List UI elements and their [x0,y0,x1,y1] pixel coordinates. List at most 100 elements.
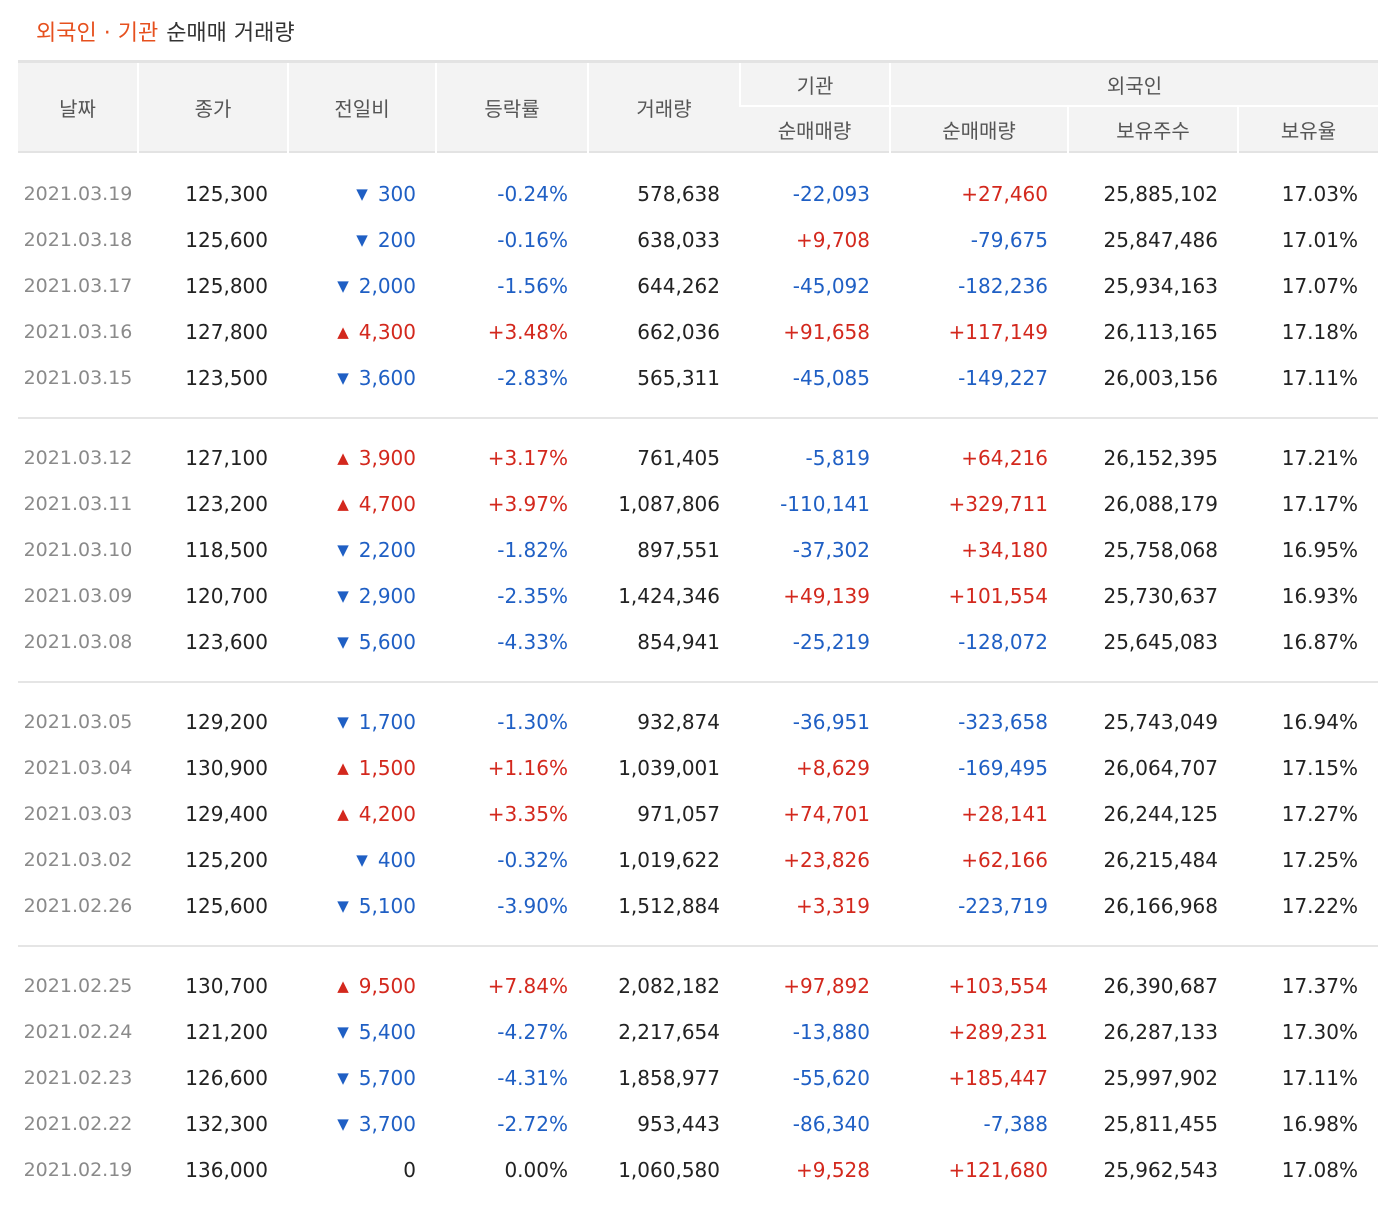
cell-volume: 1,512,884 [618,894,720,918]
cell-rate: 0.00% [504,1158,568,1182]
cell-institution-net: -110,141 [780,492,870,516]
cell-foreign-ratio: 17.30% [1281,1020,1358,1044]
cell-change: 0 [288,1147,436,1193]
change-value: 5,400 [358,1020,416,1044]
cell-change: ▲ 9,500 [288,963,436,1009]
header-rate: 등락률 [435,61,588,152]
row-spacer [18,417,1378,435]
cell-foreign-holdings: 26,166,968 [1103,894,1218,918]
cell-foreign-ratio: 16.87% [1281,630,1358,654]
cell-close: 130,900 [185,756,268,780]
header-change: 전일비 [287,61,436,152]
triangle-down-icon: ▼ [356,185,368,203]
cell-institution-net: -5,819 [805,446,870,470]
table-row: 2021.02.23 126,600 ▼ 5,700 -4.31% 1,858,977 -5… [18,1055,1378,1101]
cell-change: ▼ 300 [288,171,436,217]
cell-foreign-ratio: 17.21% [1281,446,1358,470]
cell-date: 2021.03.12 [23,447,133,469]
table-row: 2021.03.12 127,100 ▲ 3,900 +3.17% 761,405 -5,8… [18,435,1378,481]
cell-volume: 1,039,001 [618,756,720,780]
cell-institution-net: -13,880 [792,1020,870,1044]
cell-change: ▼ 3,700 [288,1101,436,1147]
table-row: 2021.03.10 118,500 ▼ 2,200 -1.82% 897,551 -37,… [18,527,1378,573]
cell-rate: +3.48% [487,320,568,344]
cell-date: 2021.03.04 [23,757,133,779]
cell-date: 2021.03.03 [23,803,133,825]
cell-volume: 854,941 [637,630,720,654]
cell-foreign-net: -323,658 [958,710,1048,734]
cell-close: 121,200 [185,1020,268,1044]
cell-rate: +3.17% [487,446,568,470]
cell-foreign-ratio: 16.98% [1281,1112,1358,1136]
cell-institution-net: -45,092 [792,274,870,298]
cell-institution-net: +74,701 [783,802,870,826]
triangle-up-icon: ▲ [337,495,349,513]
cell-institution-net: +49,139 [783,584,870,608]
cell-close: 123,600 [185,630,268,654]
cell-foreign-ratio: 17.07% [1281,274,1358,298]
net-trading-table: 날짜 종가 전일비 등락률 거래량 기관 외국인 순매매량 순매매량 보유주수 … [18,60,1378,1211]
cell-foreign-ratio: 17.25% [1281,848,1358,872]
table-row: 2021.03.08 123,600 ▼ 5,600 -4.33% 854,941 -25,… [18,619,1378,665]
cell-close: 123,500 [185,366,268,390]
cell-volume: 2,217,654 [618,1020,720,1044]
cell-volume: 578,638 [637,182,720,206]
section-title-rest: 순매매 거래량 [166,21,295,46]
cell-foreign-ratio: 17.03% [1281,182,1358,206]
cell-close: 132,300 [185,1112,268,1136]
triangle-down-icon: ▼ [337,1115,349,1133]
header-date: 날짜 [18,61,138,152]
cell-foreign-net: +289,231 [948,1020,1048,1044]
table-row: 2021.02.26 125,600 ▼ 5,100 -3.90% 1,512,884 +3… [18,883,1378,929]
triangle-down-icon: ▼ [337,1023,349,1041]
header-foreign-holdings: 보유주수 [1067,105,1238,152]
cell-close: 125,600 [185,228,268,252]
cell-date: 2021.03.08 [23,631,133,653]
triangle-down-icon: ▼ [337,897,349,915]
table-row: 2021.03.02 125,200 ▼ 400 -0.32% 1,019,622 +23,… [18,837,1378,883]
cell-foreign-net: +329,711 [948,492,1048,516]
cell-institution-net: +3,319 [795,894,870,918]
table-row: 2021.02.19 136,000 0 0.00% 1,060,580 +9,528 +1… [18,1147,1378,1193]
change-value: 400 [377,848,416,872]
cell-change: ▼ 1,700 [288,699,436,745]
table-row: 2021.03.17 125,800 ▼ 2,000 -1.56% 644,262 -45,… [18,263,1378,309]
cell-change: ▼ 2,000 [288,263,436,309]
table-row: 2021.03.05 129,200 ▼ 1,700 -1.30% 932,874 -36,… [18,699,1378,745]
change-value: 9,500 [358,974,416,998]
cell-date: 2021.03.18 [23,229,133,251]
header-volume: 거래량 [587,61,740,152]
cell-rate: -1.56% [497,274,568,298]
table-row: 2021.03.03 129,400 ▲ 4,200 +3.35% 971,057 +74,… [18,791,1378,837]
cell-rate: +3.97% [487,492,568,516]
table-row: 2021.02.22 132,300 ▼ 3,700 -2.72% 953,443 -86,… [18,1101,1378,1147]
cell-date: 2021.02.22 [23,1113,133,1135]
change-value: 4,300 [358,320,416,344]
cell-foreign-holdings: 26,064,707 [1103,756,1218,780]
table-row: 2021.02.25 130,700 ▲ 9,500 +7.84% 2,082,182 +9… [18,963,1378,1009]
cell-change: ▲ 3,900 [288,435,436,481]
cell-volume: 565,311 [637,366,720,390]
change-value: 5,100 [358,894,416,918]
triangle-down-icon: ▼ [337,633,349,651]
cell-close: 129,200 [185,710,268,734]
cell-change: ▼ 5,700 [288,1055,436,1101]
change-value: 300 [377,182,416,206]
cell-institution-net: -45,085 [792,366,870,390]
change-value: 3,900 [358,446,416,470]
section-title-accent: 외국인 · 기관 [36,21,159,46]
cell-institution-net: +8,629 [795,756,870,780]
cell-rate: -1.82% [497,538,568,562]
cell-institution-net: +23,826 [783,848,870,872]
cell-close: 118,500 [185,538,268,562]
cell-foreign-net: +64,216 [961,446,1048,470]
cell-foreign-holdings: 25,885,102 [1103,182,1218,206]
cell-date: 2021.03.15 [23,367,133,389]
cell-rate: -2.83% [497,366,568,390]
triangle-up-icon: ▲ [337,323,349,341]
cell-date: 2021.02.19 [23,1159,133,1181]
header-foreign-group: 외국인 [889,61,1378,106]
cell-institution-net: +91,658 [783,320,870,344]
cell-foreign-ratio: 16.93% [1281,584,1358,608]
table-row: 2021.03.04 130,900 ▲ 1,500 +1.16% 1,039,001 +8… [18,745,1378,791]
